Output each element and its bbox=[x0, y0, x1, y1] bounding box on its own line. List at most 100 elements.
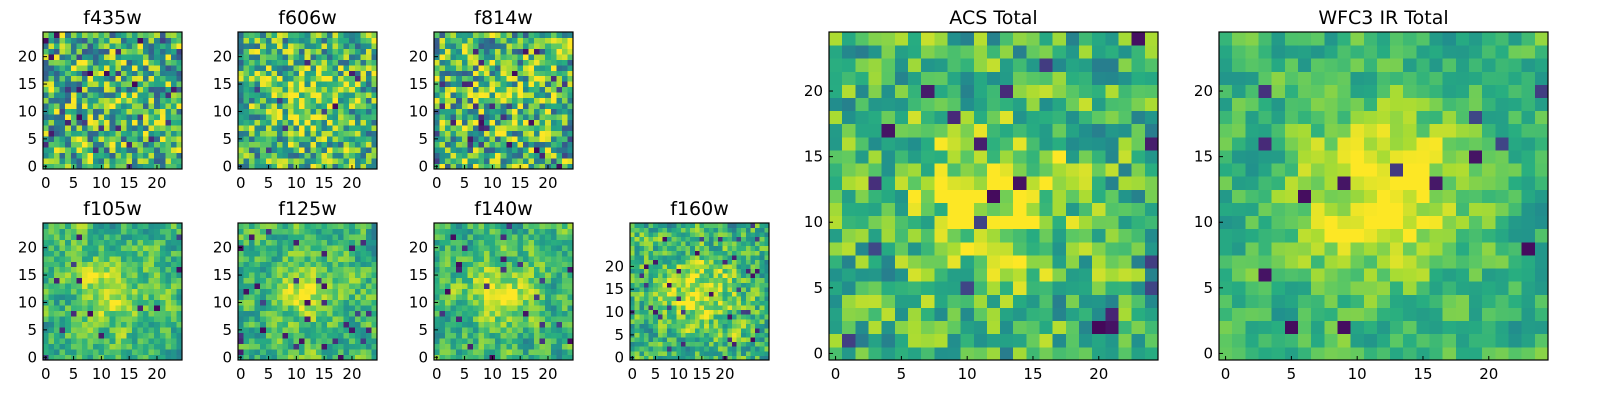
heatmap-cell bbox=[65, 349, 72, 355]
heatmap-cell bbox=[634, 227, 640, 233]
heatmap-cell bbox=[764, 277, 770, 283]
heatmap-cell bbox=[545, 283, 552, 290]
heatmap-cell bbox=[472, 321, 479, 328]
heatmap-cell bbox=[249, 130, 256, 137]
heatmap-cell bbox=[371, 158, 378, 164]
heatmap-cell bbox=[243, 32, 250, 38]
heatmap-cell bbox=[567, 354, 574, 361]
heatmap-cell bbox=[271, 163, 278, 170]
heatmap-cell bbox=[98, 228, 105, 235]
heatmap-cell bbox=[657, 355, 663, 361]
heatmap-cell bbox=[109, 239, 116, 246]
heatmap-cell bbox=[500, 272, 507, 279]
heatmap-cell bbox=[104, 130, 111, 137]
heatmap-cell bbox=[48, 64, 55, 71]
heatmap-cell bbox=[517, 316, 524, 323]
heatmap-cell bbox=[1105, 333, 1119, 348]
heatmap-cell bbox=[304, 75, 311, 82]
heatmap-cell bbox=[718, 318, 724, 324]
heatmap-cell bbox=[326, 147, 333, 153]
heatmap-cell bbox=[338, 32, 345, 38]
heatmap-cell bbox=[154, 294, 161, 301]
heatmap-cell bbox=[115, 108, 122, 115]
heatmap-cell bbox=[93, 59, 99, 66]
heatmap-cell bbox=[360, 86, 367, 93]
heatmap-cell bbox=[59, 255, 66, 262]
heatmap-cell bbox=[708, 309, 714, 315]
heatmap-cell bbox=[326, 305, 333, 312]
heatmap-cell bbox=[115, 354, 122, 361]
heatmap-cell bbox=[120, 266, 127, 273]
heatmap-cell bbox=[120, 37, 127, 44]
heatmap-cell bbox=[484, 70, 490, 77]
heatmap-cell bbox=[76, 59, 83, 66]
heatmap-cell bbox=[332, 266, 339, 273]
heatmap-cell bbox=[1052, 320, 1067, 335]
heatmap-cell bbox=[176, 48, 183, 55]
heatmap-cell bbox=[456, 321, 463, 328]
heatmap-cell bbox=[511, 343, 518, 350]
heatmap-cell bbox=[461, 310, 468, 317]
heatmap-cell bbox=[667, 277, 673, 283]
heatmap-cell bbox=[98, 244, 105, 251]
heatmap-cell bbox=[1118, 281, 1133, 295]
heatmap-cell bbox=[343, 305, 350, 312]
heatmap-cell bbox=[495, 147, 502, 153]
heatmap-cell bbox=[653, 318, 659, 324]
heatmap-cell bbox=[54, 59, 61, 66]
heatmap-cell bbox=[676, 332, 682, 338]
heatmap-cell bbox=[456, 75, 463, 82]
heatmap-cell bbox=[293, 37, 300, 44]
heatmap-cell bbox=[630, 323, 636, 329]
heatmap-cell bbox=[699, 291, 705, 297]
heatmap-cell bbox=[176, 349, 183, 355]
heatmap-cell bbox=[120, 70, 127, 77]
heatmap-cell bbox=[98, 261, 105, 268]
heatmap-cell bbox=[745, 337, 751, 343]
heatmap-cell bbox=[143, 239, 150, 246]
heatmap-cell bbox=[65, 305, 72, 312]
heatmap-cell bbox=[159, 75, 166, 82]
heatmap-cell bbox=[126, 250, 133, 257]
heatmap-cell bbox=[365, 244, 372, 251]
heatmap-cell bbox=[332, 305, 339, 312]
heatmap-cell bbox=[265, 244, 272, 251]
heatmap-cell bbox=[165, 163, 172, 170]
heatmap-cell bbox=[445, 228, 452, 235]
heatmap-cell bbox=[332, 119, 339, 126]
heatmap-cell bbox=[495, 130, 502, 137]
heatmap-cell bbox=[260, 343, 267, 350]
heatmap-cell bbox=[131, 158, 138, 164]
heatmap-cell bbox=[755, 264, 761, 270]
heatmap-cell bbox=[143, 288, 150, 295]
heatmap-cell bbox=[148, 305, 155, 312]
heatmap-cell bbox=[299, 316, 306, 323]
heatmap-cell bbox=[517, 244, 524, 251]
heatmap-cell bbox=[534, 239, 541, 246]
heatmap-cell bbox=[365, 70, 372, 77]
heatmap-cell bbox=[131, 349, 138, 355]
x-tick-label: 10 bbox=[92, 365, 111, 383]
heatmap-cell bbox=[148, 141, 155, 148]
heatmap-cell bbox=[741, 323, 747, 329]
heatmap-cell bbox=[434, 261, 440, 268]
heatmap-cell bbox=[165, 42, 172, 49]
heatmap-cell bbox=[343, 158, 350, 164]
heatmap-cell bbox=[354, 343, 361, 350]
heatmap-cell bbox=[238, 147, 244, 153]
heatmap-cell bbox=[648, 328, 654, 333]
heatmap-cell bbox=[159, 266, 166, 273]
heatmap-cell bbox=[176, 294, 183, 301]
heatmap-cell bbox=[87, 158, 94, 164]
heatmap-cell bbox=[741, 314, 747, 320]
heatmap-cell bbox=[48, 343, 55, 350]
heatmap-cell bbox=[484, 223, 490, 229]
heatmap-cell bbox=[365, 228, 372, 235]
heatmap-cell bbox=[750, 296, 756, 302]
heatmap-cell bbox=[445, 103, 452, 110]
heatmap-cell bbox=[657, 314, 663, 320]
heatmap-cell bbox=[115, 42, 122, 49]
heatmap-cell bbox=[478, 239, 485, 246]
heatmap-cell bbox=[59, 277, 66, 284]
heatmap-cell bbox=[349, 338, 356, 344]
